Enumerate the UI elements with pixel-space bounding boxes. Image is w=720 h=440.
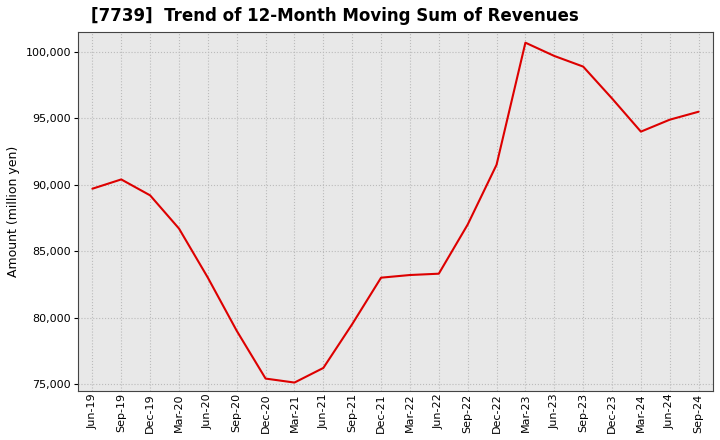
Y-axis label: Amount (million yen): Amount (million yen) bbox=[7, 146, 20, 277]
Text: [7739]  Trend of 12-Month Moving Sum of Revenues: [7739] Trend of 12-Month Moving Sum of R… bbox=[91, 7, 578, 25]
